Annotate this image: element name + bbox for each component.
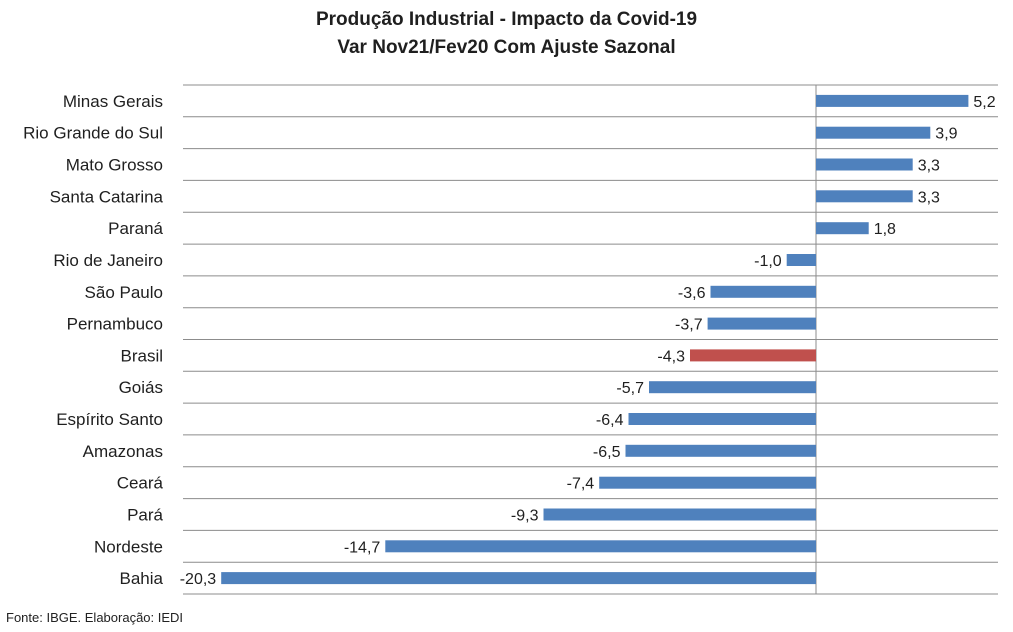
category-label: Amazonas — [83, 442, 163, 461]
category-label: Pará — [127, 506, 163, 525]
bar — [816, 190, 913, 203]
category-label: Nordeste — [94, 537, 163, 556]
source-note: Fonte: IBGE. Elaboração: IEDI — [6, 610, 184, 625]
bar — [221, 572, 816, 585]
category-label: Goiás — [119, 378, 163, 397]
bar — [599, 476, 816, 489]
data-label: -3,7 — [675, 317, 703, 334]
data-label: -3,6 — [678, 285, 706, 302]
bar — [628, 413, 816, 425]
data-label: 3,3 — [918, 189, 940, 206]
bar — [816, 222, 869, 235]
data-label: -6,4 — [596, 412, 624, 429]
bar — [710, 285, 816, 298]
bar — [690, 349, 816, 362]
category-label: São Paulo — [85, 283, 163, 302]
data-label: 1,8 — [874, 221, 896, 238]
chart-title-block: Produção Industrial - Impacto da Covid-1… — [0, 6, 1013, 62]
category-label: Bahia — [120, 569, 164, 588]
category-label: Brasil — [120, 346, 163, 365]
data-label: -6,5 — [593, 444, 621, 461]
category-label: Rio Grande do Sul — [23, 124, 163, 143]
bar — [385, 540, 816, 553]
bar — [707, 317, 816, 330]
chart-subtitle: Var Nov21/Fev20 Com Ajuste Sazonal — [337, 37, 676, 58]
data-label: 3,9 — [935, 126, 957, 143]
data-label: -14,7 — [344, 539, 381, 556]
chart-title: Produção Industrial - Impacto da Covid-1… — [315, 9, 698, 30]
data-label: -1,0 — [754, 253, 782, 270]
data-label: 5,2 — [973, 94, 995, 111]
data-label: -5,7 — [616, 380, 644, 397]
bar — [649, 381, 816, 394]
data-label: 3,3 — [918, 158, 940, 175]
data-label: -4,3 — [657, 348, 685, 365]
bar — [816, 94, 969, 107]
category-label: Minas Gerais — [63, 92, 163, 111]
category-label: Ceará — [117, 474, 164, 493]
category-label: Santa Catarina — [50, 187, 164, 206]
data-label: -20,3 — [180, 571, 217, 588]
category-label: Pernambuco — [67, 315, 163, 334]
bar — [786, 254, 816, 266]
bar — [816, 158, 913, 171]
bar — [816, 126, 931, 139]
bar — [543, 508, 816, 521]
category-label: Espírito Santo — [56, 410, 163, 429]
category-label: Mato Grosso — [66, 156, 163, 175]
bar — [625, 444, 816, 457]
category-label: Rio de Janeiro — [53, 251, 163, 270]
data-label: -9,3 — [511, 508, 539, 525]
category-label: Paraná — [108, 219, 163, 238]
data-label: -7,4 — [567, 476, 595, 493]
